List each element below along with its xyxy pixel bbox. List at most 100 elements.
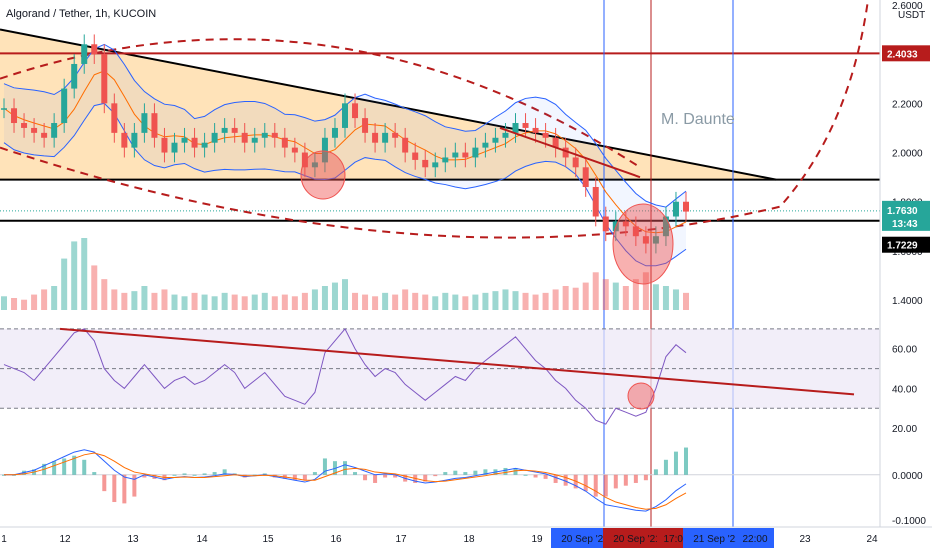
red-trendline-short xyxy=(499,126,641,179)
candle-body xyxy=(683,201,689,212)
volume-bar xyxy=(492,291,499,310)
volume-bar xyxy=(572,287,579,310)
volume-bar xyxy=(642,272,649,310)
volume-bar xyxy=(612,282,619,310)
candle-body xyxy=(592,186,599,217)
volume-bar xyxy=(51,286,58,310)
macd-histogram-bar xyxy=(653,469,658,475)
time-tick-label: 20 Sep '21 xyxy=(561,534,609,545)
macd-histogram-bar xyxy=(633,474,638,483)
macd-histogram-bar xyxy=(212,472,217,475)
candle-body xyxy=(1,108,7,110)
macd-histogram-bar xyxy=(643,474,648,481)
macd-histogram-bar xyxy=(343,461,347,475)
chart-title: Algorand / Tether, 1h, KUCOIN xyxy=(6,8,156,20)
volume-bar xyxy=(141,286,148,310)
volume-bar xyxy=(151,292,158,310)
volume-bar xyxy=(482,292,489,310)
volume-bar xyxy=(291,296,298,310)
time-label-bg xyxy=(683,528,751,548)
volume-bar xyxy=(512,291,519,310)
time-tick-label: 24 xyxy=(866,534,878,545)
rsi-tick-label: 20.00 xyxy=(892,424,917,435)
candle-body xyxy=(331,127,338,138)
volume-bar xyxy=(161,289,168,310)
macd-line xyxy=(4,449,687,512)
time-tick-label: 14 xyxy=(196,534,208,545)
time-tick-label: 19 xyxy=(531,534,543,545)
volume-bar xyxy=(582,282,589,310)
candle-body xyxy=(572,157,579,168)
candle-body xyxy=(422,159,429,168)
volume-bar xyxy=(442,292,449,310)
macd-histogram-bar xyxy=(453,470,458,475)
volume-bar xyxy=(522,292,529,310)
volume-bar xyxy=(432,296,439,310)
candle-body xyxy=(111,103,118,133)
candle-body xyxy=(512,123,519,133)
macd-histogram-bar xyxy=(72,455,77,475)
volume-bar xyxy=(412,292,419,310)
price-tick-label: 1.4000 xyxy=(892,296,923,307)
macd-histogram-bar xyxy=(623,474,628,486)
level-label-bottom-bg xyxy=(882,236,930,253)
candle-body xyxy=(231,127,238,133)
volume-bar xyxy=(271,296,278,310)
macd-histogram-bar xyxy=(373,474,378,483)
volume-bar xyxy=(191,292,198,310)
candle-body xyxy=(522,123,529,128)
volume-bar xyxy=(301,292,308,310)
candle-body xyxy=(652,236,659,244)
volume-bar xyxy=(261,292,268,310)
volume-bar xyxy=(91,265,98,310)
time-tick-label: 17:00 xyxy=(663,534,688,545)
volume-bar xyxy=(662,286,669,310)
rsi-pane xyxy=(0,327,880,425)
candle-body xyxy=(632,226,639,237)
macd-histogram-bar xyxy=(262,473,267,475)
macd-histogram-bar xyxy=(122,474,127,504)
volume-bar xyxy=(1,296,7,310)
candle-body xyxy=(321,137,328,163)
macd-histogram-bar xyxy=(363,474,368,481)
price-tick-label: 2.6000 xyxy=(892,1,923,12)
candle-body xyxy=(432,162,439,168)
macd-histogram-bar xyxy=(82,459,87,475)
candle-body xyxy=(462,152,469,158)
candle-body xyxy=(41,132,48,138)
level-label-top: 2.4033 xyxy=(887,49,918,60)
macd-histogram-bar xyxy=(533,474,538,478)
candle-body xyxy=(502,132,509,138)
candle-body xyxy=(382,132,389,143)
volume-bar xyxy=(71,241,78,310)
current-price-tag-bg xyxy=(882,200,930,231)
candle-body xyxy=(11,108,18,124)
volume-bar xyxy=(111,289,118,310)
macd-histogram-bar xyxy=(563,474,568,486)
time-tick-label: 13 xyxy=(127,534,139,545)
candle-body xyxy=(101,54,108,104)
volume-bar xyxy=(672,289,679,310)
volume-bar xyxy=(392,294,399,310)
macd-histogram-bar xyxy=(132,474,137,497)
macd-histogram-bar xyxy=(192,474,197,476)
time-tick-label: 23 xyxy=(799,534,811,545)
price-tick-label: 2.0000 xyxy=(892,149,923,160)
volume-bar xyxy=(562,286,569,310)
highlight-circle-2 xyxy=(612,203,674,285)
rsi-line xyxy=(3,327,687,425)
candle-body xyxy=(311,162,318,168)
macd-histogram-bar xyxy=(172,474,177,476)
candle-body xyxy=(51,123,58,138)
candle-body xyxy=(372,132,379,143)
bollinger-band-fill xyxy=(4,44,686,266)
rsi-highlight-circle xyxy=(627,382,655,410)
volume-bar xyxy=(352,292,359,310)
macd-histogram-bar xyxy=(583,474,588,492)
volume-bar xyxy=(462,296,469,310)
volume-bar xyxy=(131,291,138,310)
macd-histogram-bar xyxy=(553,474,558,483)
time-tick-label: 17 xyxy=(395,534,407,545)
macd-histogram-bar xyxy=(322,458,327,475)
